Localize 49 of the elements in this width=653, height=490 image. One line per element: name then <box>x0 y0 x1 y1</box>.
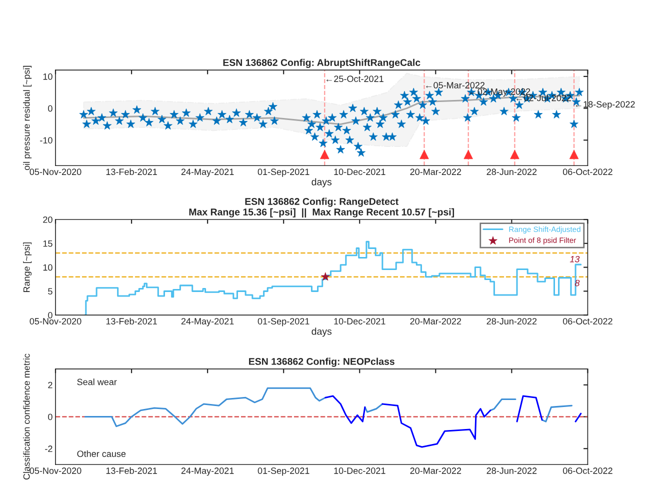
x-tick-label: 05-Nov-2020 <box>30 468 82 474</box>
y-tick-label: -2 <box>45 446 52 452</box>
x-tick-label: 10-Dec-2021 <box>334 318 386 324</box>
y-axis-title: Range [~psi] <box>23 242 32 292</box>
x-tick-label: 20-Mar-2022 <box>410 468 462 474</box>
x-tick-label: 05-Nov-2020 <box>30 318 82 324</box>
x-tick-label: 24-May-2021 <box>181 168 234 177</box>
y-tick-label: 2 <box>48 382 52 388</box>
chart-title: ESN 136862 Config: AbruptShiftRangeCalc <box>223 58 420 68</box>
chart-title: ESN 136862 Config: NEOPclass <box>249 358 394 367</box>
y-tick-label: 0 <box>48 105 52 112</box>
y-axis-title: oil pressure residual [~psi] <box>23 66 32 170</box>
x-tick-label: 28-Jun-2022 <box>486 468 537 474</box>
y-tick-label: 0 <box>48 312 52 318</box>
y-tick-label: 0 <box>48 414 52 420</box>
y-tick-label: -10 <box>40 137 52 144</box>
y-tick-label: 5 <box>48 288 52 295</box>
x-tick-label: 05-Nov-2020 <box>30 168 82 176</box>
y-tick-label: 10 <box>43 73 52 80</box>
annotation: Seal wear <box>77 378 117 386</box>
x-tick-label: 06-Oct-2022 <box>562 468 612 474</box>
x-axis-title: days <box>312 328 332 337</box>
x-tick-label: 13-Feb-2021 <box>106 168 157 176</box>
x-tick-label: 10-Dec-2021 <box>334 468 386 474</box>
x-tick-label: 01-Sep-2021 <box>258 468 310 476</box>
x-tick-label: 01-Sep-2021 <box>258 318 310 326</box>
y-tick-label: 10 <box>43 264 52 271</box>
ref-line-label: 13 <box>570 256 580 262</box>
x-tick-label: 10-Dec-2021 <box>334 168 386 176</box>
x-tick-label: 24-May-2021 <box>181 318 234 326</box>
x-tick-label: 13-Feb-2021 <box>106 318 157 324</box>
x-tick-label: 06-Oct-2022 <box>562 318 612 324</box>
annotation: ←25-Oct-2021 <box>326 76 384 82</box>
annotation: Other cause <box>77 450 126 458</box>
x-tick-label: 01-Sep-2021 <box>258 168 310 177</box>
y-tick-label: 20 <box>43 216 52 223</box>
y-tick-label: 15 <box>43 240 52 247</box>
x-tick-label: 20-Mar-2022 <box>410 168 462 176</box>
x-tick-label: 28-Jun-2022 <box>486 168 537 176</box>
x-tick-label: 06-Oct-2022 <box>562 168 612 176</box>
x-axis-title: days <box>312 178 332 188</box>
annotation: ←05-Mar-2022 <box>426 82 484 88</box>
x-tick-label: 24-May-2021 <box>181 468 234 476</box>
x-tick-label: 28-Jun-2022 <box>486 318 537 324</box>
x-tick-label: 20-Mar-2022 <box>410 318 462 324</box>
x-tick-label: 13-Feb-2021 <box>106 467 157 474</box>
chart-title: ESN 136862 Config: RangeDetect <box>245 198 398 207</box>
chart-subtitle: Max Range 15.36 [~psi] || Max Range Recent 10.57 [~psi] <box>189 208 454 218</box>
y-axis-title: Classification confidence metric <box>23 354 30 480</box>
